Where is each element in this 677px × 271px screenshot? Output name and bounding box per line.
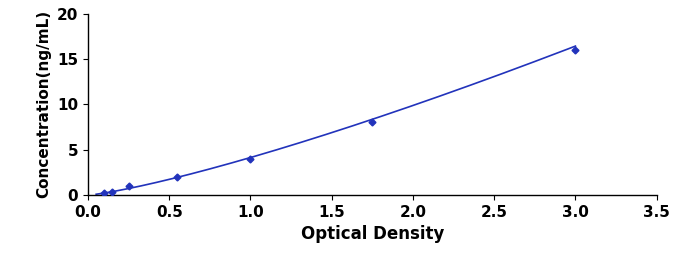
X-axis label: Optical Density: Optical Density bbox=[301, 225, 444, 243]
Y-axis label: Concentration(ng/mL): Concentration(ng/mL) bbox=[37, 10, 51, 198]
